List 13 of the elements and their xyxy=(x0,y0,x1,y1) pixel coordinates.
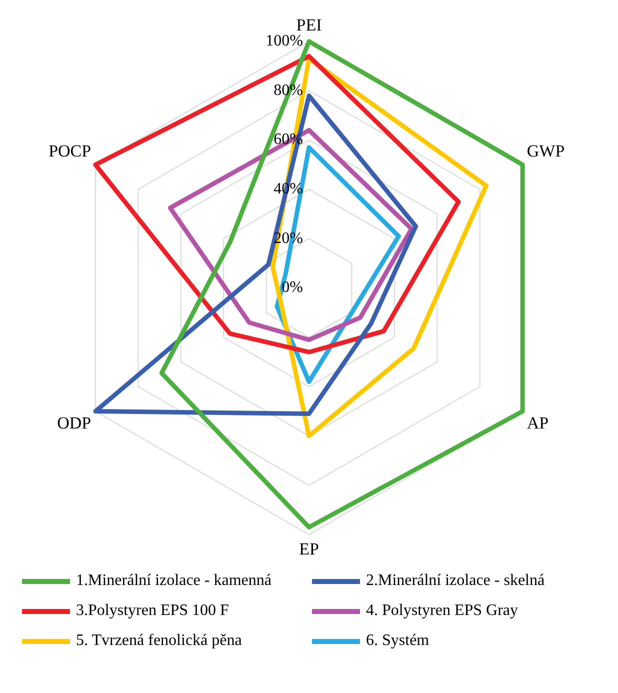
spoke-label: ODP xyxy=(57,413,92,432)
legend-label: 1.Minerální izolace - kamenná xyxy=(76,572,272,590)
legend-label: 3.Polystyren EPS 100 F xyxy=(76,602,229,620)
spoke-label: AP xyxy=(526,413,549,432)
legend-label: 5. Tvrzená fenolická pěna xyxy=(76,632,242,650)
spoke-label: GWP xyxy=(526,141,565,160)
spoke-label: POCP xyxy=(48,141,92,160)
spoke-label: PEI xyxy=(296,16,322,35)
legend-label: 4. Polystyren EPS Gray xyxy=(366,602,518,620)
legend-label: 2.Minerální izolace - skelná xyxy=(366,572,545,590)
legend-label: 6. Systém xyxy=(366,632,430,650)
spoke-label: EP xyxy=(299,539,319,558)
y-tick-label: 100% xyxy=(266,32,303,50)
